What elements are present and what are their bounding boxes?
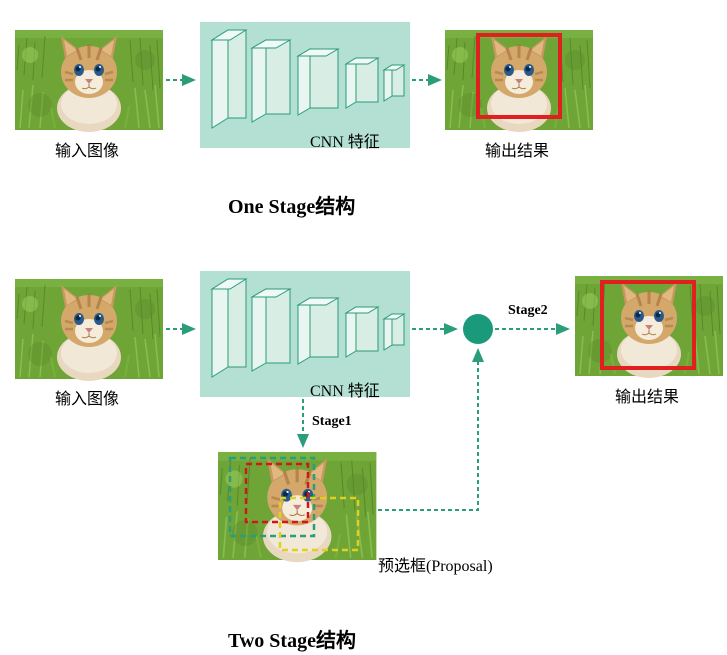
title-two-stage: Two Stage结构: [228, 624, 356, 653]
label-output-1: 输出结果: [485, 137, 549, 161]
label-input-1: 输入图像: [55, 137, 119, 161]
label-input-2: 输入图像: [55, 385, 119, 409]
label-cnn-2: CNN 特征: [310, 377, 380, 401]
title-one-stage: One Stage结构: [228, 190, 355, 219]
label-stage1: Stage1: [312, 414, 352, 430]
label-stage2: Stage2: [508, 303, 548, 319]
label-proposal: 预选框(Proposal): [378, 552, 493, 576]
input-image-2: [15, 279, 163, 381]
label-output-2: 输出结果: [615, 383, 679, 407]
merge-node: [463, 314, 493, 344]
input-image-1: [15, 30, 163, 132]
label-cnn-1: CNN 特征: [310, 128, 380, 152]
output-image-2: [575, 276, 723, 378]
proposal-image: [218, 452, 376, 562]
diagram-canvas: [0, 0, 727, 655]
